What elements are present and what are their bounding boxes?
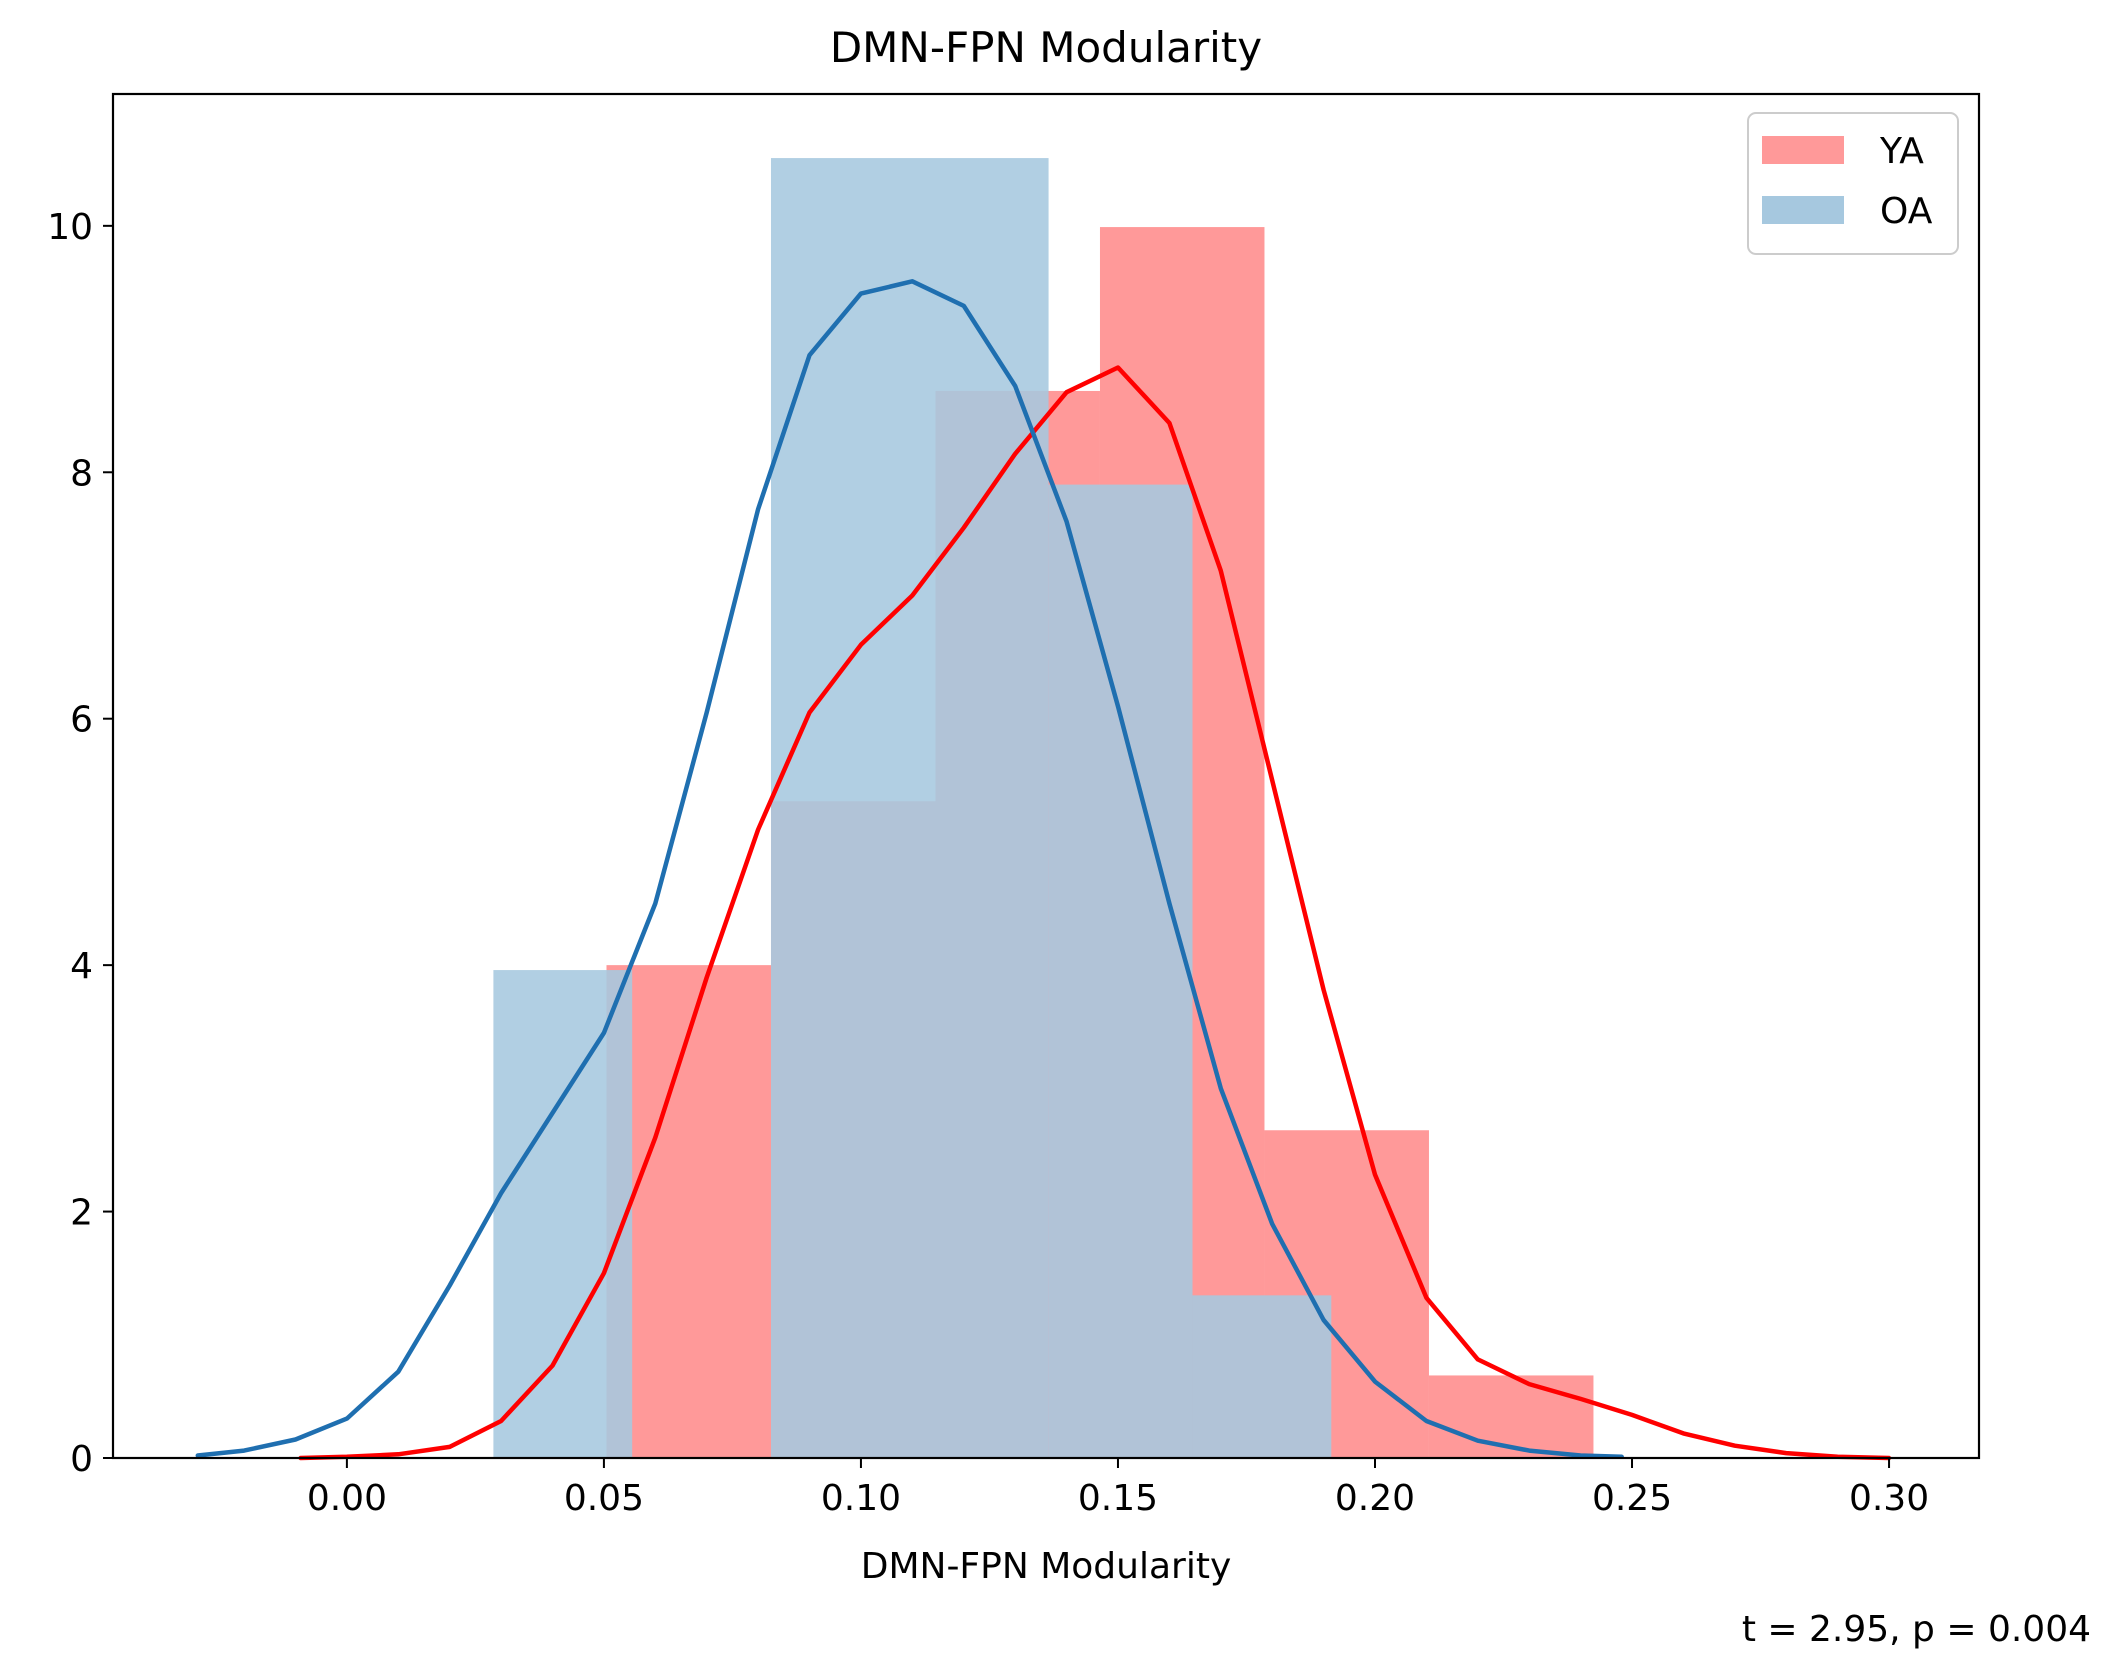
histogram-bars xyxy=(493,158,1594,1459)
kde-curves xyxy=(195,279,1892,1461)
y-tick-label: 8 xyxy=(70,453,93,494)
x-axis-ticks: 0.00 0.05 0.10 0.15 0.20 0.25 0.30 xyxy=(307,1458,1929,1519)
y-axis-ticks: 0 2 4 6 8 10 xyxy=(47,207,113,1480)
x-tick-label: 0.10 xyxy=(821,1478,901,1519)
x-tick-label: 0.05 xyxy=(564,1478,644,1519)
legend-swatch-oa xyxy=(1762,196,1844,224)
chart-title: DMN-FPN Modularity xyxy=(830,23,1262,72)
y-tick-label: 6 xyxy=(70,700,93,741)
plot-area xyxy=(195,158,1892,1461)
y-tick-label: 10 xyxy=(47,207,93,248)
kde-line-ya xyxy=(298,365,1892,1461)
y-tick-label: 0 xyxy=(70,1439,93,1480)
bar-ya-0 xyxy=(606,965,771,1458)
legend: YA OA xyxy=(1747,112,1959,255)
y-tick-label: 2 xyxy=(70,1193,93,1234)
axes-frame xyxy=(111,92,1981,1460)
bar-oa-1 xyxy=(770,158,1049,1458)
bar-oa-0 xyxy=(493,970,633,1458)
x-tick-label: 0.25 xyxy=(1592,1478,1672,1519)
legend-box xyxy=(1747,112,1959,255)
stats-annotation: t = 2.95, p = 0.004 xyxy=(1742,1609,2091,1650)
x-tick-label: 0.30 xyxy=(1849,1478,1929,1519)
y-tick-label: 4 xyxy=(70,946,93,987)
x-axis-label: DMN-FPN Modularity xyxy=(861,1546,1232,1587)
x-tick-label: 0.15 xyxy=(1078,1478,1158,1519)
bar-oa-2 xyxy=(1048,484,1193,1459)
legend-label-oa: OA xyxy=(1880,191,1933,232)
bar-ya-5 xyxy=(1428,1375,1594,1458)
x-tick-label: 0.00 xyxy=(307,1478,387,1519)
kde-line-oa xyxy=(195,279,1624,1460)
bar-oa-3 xyxy=(1192,1295,1332,1458)
x-tick-label: 0.20 xyxy=(1335,1478,1415,1519)
legend-swatch-ya xyxy=(1762,136,1844,164)
legend-label-ya: YA xyxy=(1879,131,1924,172)
